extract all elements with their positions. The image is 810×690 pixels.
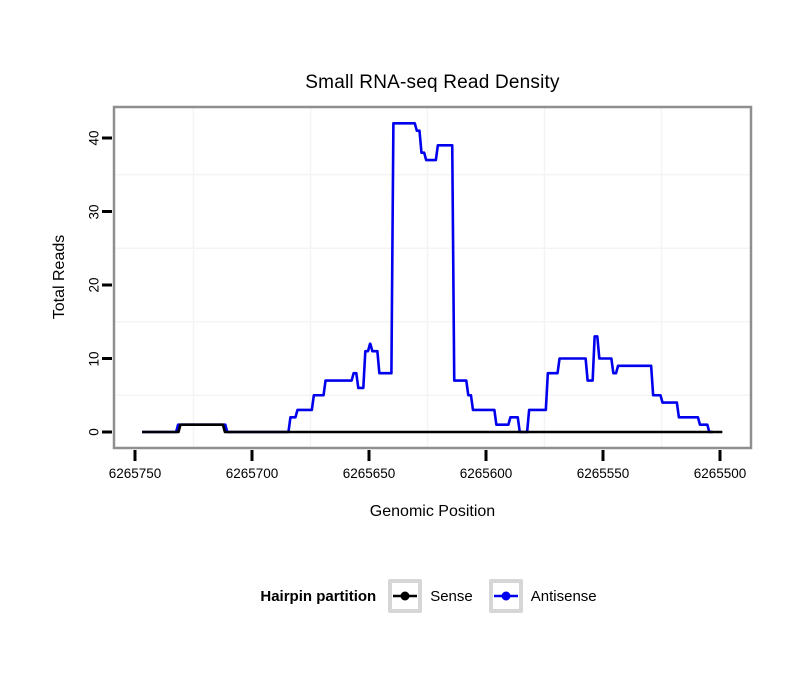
legend-entry-label: Sense bbox=[430, 587, 473, 605]
x-tick-label: 6265700 bbox=[225, 466, 279, 481]
legend-key-dot bbox=[400, 591, 410, 601]
legend-key-sense bbox=[388, 579, 423, 613]
chart-title: Small RNA-seq Read Density bbox=[305, 72, 560, 93]
y-tick-label: 0 bbox=[86, 428, 102, 436]
x-axis-label: Genomic Position bbox=[369, 503, 496, 520]
sense-line bbox=[142, 423, 723, 434]
x-tick-label: 6265750 bbox=[108, 466, 162, 481]
legend-key-antisense bbox=[488, 579, 523, 613]
legend: Hairpin partition Sense Antisense bbox=[114, 577, 751, 615]
x-tick-label: 6265500 bbox=[693, 466, 747, 481]
legend-key-glyph-icon bbox=[493, 591, 518, 601]
antisense-line bbox=[142, 122, 713, 434]
panel-border bbox=[112, 105, 753, 450]
panel-background bbox=[114, 107, 751, 448]
y-tick-label: 40 bbox=[86, 130, 102, 146]
legend-title: Hairpin partition bbox=[260, 587, 377, 605]
legend-entry-label: Antisense bbox=[530, 587, 597, 605]
x-tick-label: 6265600 bbox=[459, 466, 513, 481]
legend-key-glyph-icon bbox=[393, 591, 418, 601]
x-tick-label: 6265650 bbox=[342, 466, 396, 481]
x-tick-label: 6265550 bbox=[576, 466, 630, 481]
y-tick-label: 30 bbox=[86, 203, 102, 220]
legend-key-dot bbox=[501, 591, 511, 601]
y-tick-label: 20 bbox=[86, 277, 102, 293]
y-axis-label: Total Reads bbox=[51, 234, 68, 320]
y-tick-label: 10 bbox=[86, 350, 102, 367]
